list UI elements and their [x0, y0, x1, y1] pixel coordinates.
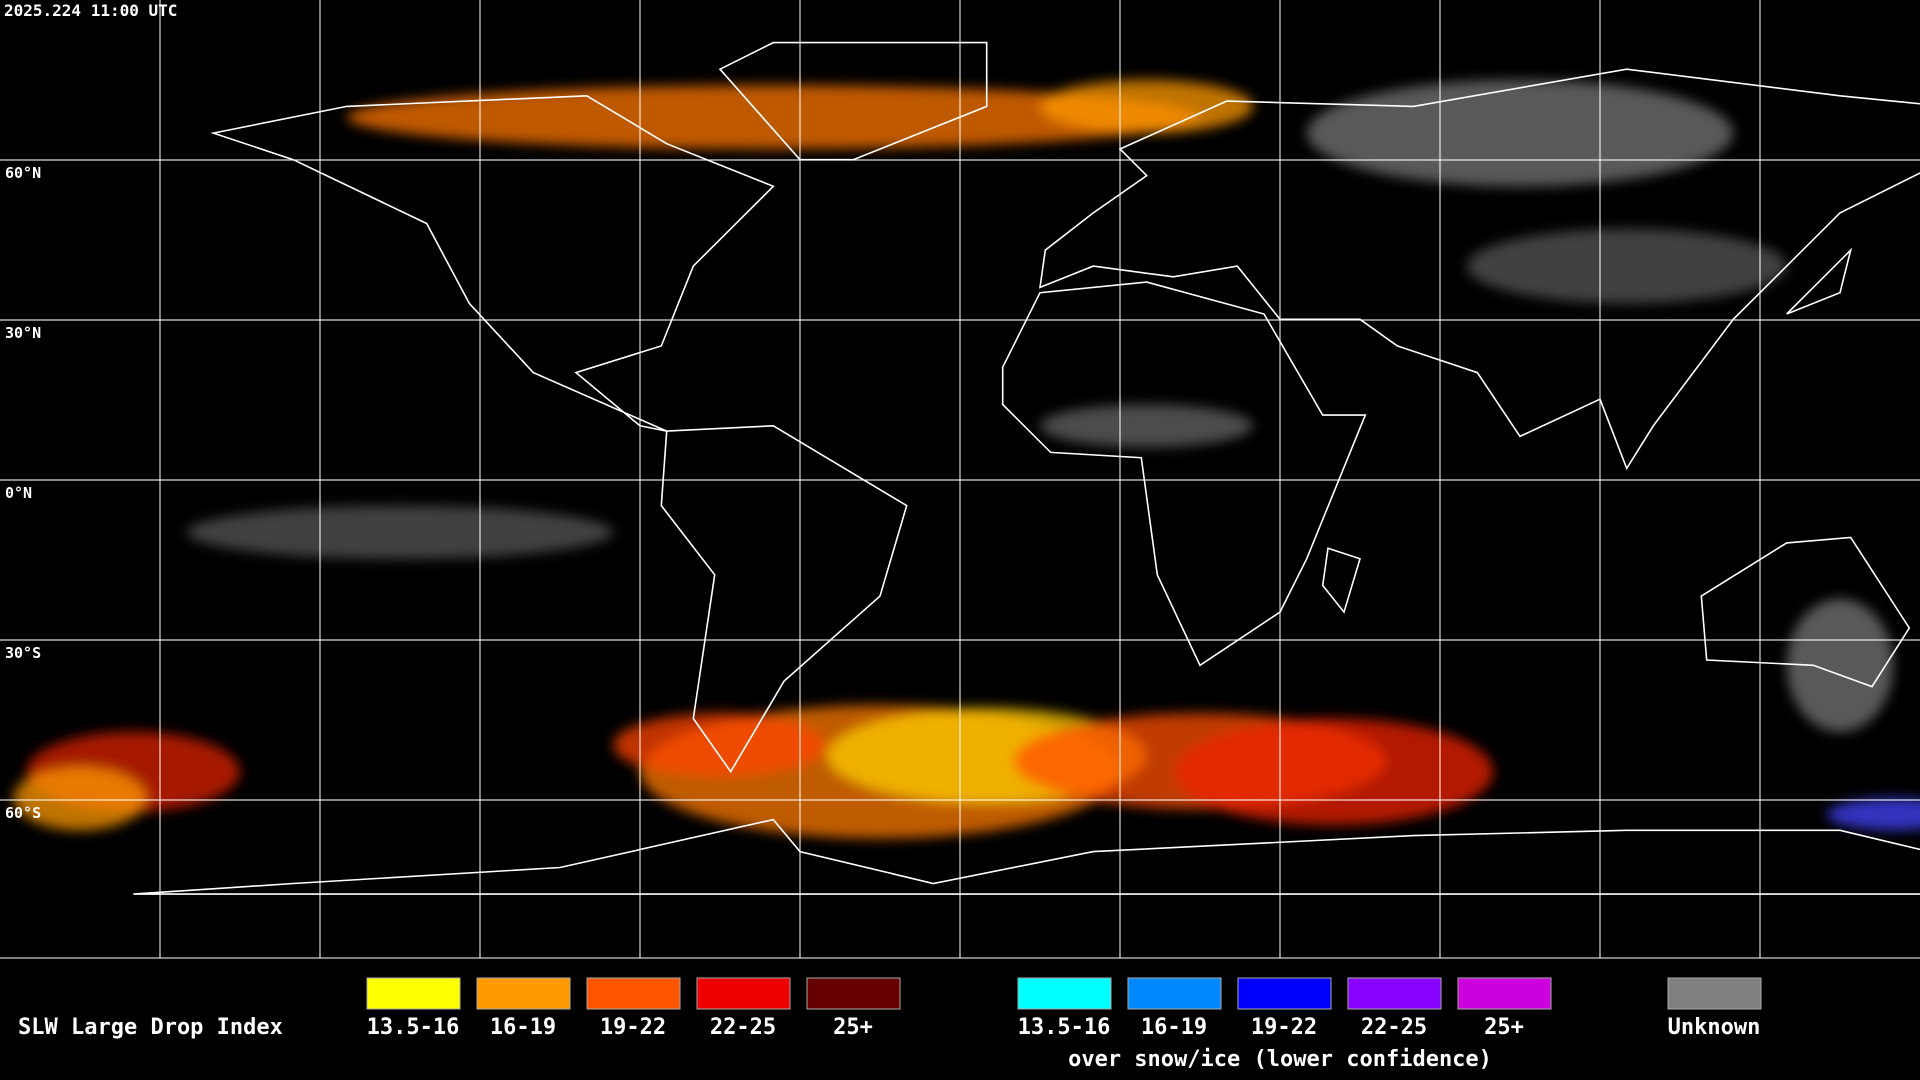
legend-label: 22-25 [710, 1015, 776, 1040]
cloud-patch [1040, 404, 1254, 448]
coastlines [133, 41, 1920, 895]
coastline [1001, 281, 1367, 667]
cloud-patch [1466, 228, 1787, 304]
legend-label: 13.5-16 [367, 1015, 460, 1040]
legend-swatch [1347, 977, 1442, 1010]
latitude-label: 60°S [5, 804, 41, 822]
legend-label: Unknown [1668, 1015, 1761, 1040]
legend-label: 22-25 [1361, 1015, 1427, 1040]
timestamp: 2025.224 11:00 UTC [4, 1, 177, 20]
cloud-patch [613, 713, 827, 778]
latitude-label: 30°N [5, 324, 41, 342]
legend-swatch [1667, 977, 1762, 1010]
coastline [1786, 247, 1853, 315]
legend-label: 16-19 [1141, 1015, 1207, 1040]
cloud-patch [1786, 598, 1894, 732]
legend-swatch [1237, 977, 1332, 1010]
legend-label: 19-22 [600, 1015, 666, 1040]
legend-swatch [1127, 977, 1222, 1010]
cloud-patch [186, 505, 614, 559]
coastline [1700, 536, 1911, 688]
legend-swatch [476, 977, 571, 1010]
legend-label: 25+ [1484, 1015, 1524, 1040]
legend-swatch [696, 977, 791, 1010]
cloud-patch [1826, 798, 1920, 831]
legend-label: 25+ [833, 1015, 873, 1040]
latitude-label: 30°S [5, 644, 41, 662]
coastline [210, 94, 775, 432]
legend-title: SLW Large Drop Index [18, 1015, 283, 1040]
cloud-patch [1173, 718, 1494, 826]
legend-caption: over snow/ice (lower confidence) [1068, 1047, 1492, 1072]
legend-swatch [1457, 977, 1552, 1010]
cloud-patch [13, 766, 147, 831]
legend-swatch [366, 977, 461, 1010]
graticule: 60°N 30°N 0°N 30°S 60°S [0, 0, 1920, 958]
coastline [133, 818, 1920, 895]
legend-swatch [1017, 977, 1112, 1010]
legend-swatch [806, 977, 901, 1010]
legend-label: 16-19 [490, 1015, 556, 1040]
cloud-field [13, 79, 1920, 839]
coastline [1321, 547, 1361, 614]
legend-label: 19-22 [1251, 1015, 1317, 1040]
legend-swatch [586, 977, 681, 1010]
cloud-patch [1306, 79, 1734, 187]
latitude-label: 0°N [5, 484, 32, 502]
coastline [1039, 68, 1920, 471]
legend: SLW Large Drop Index 13.5-16 16-19 19-22 22-… [18, 977, 1762, 1072]
cloud-patch [1040, 79, 1254, 134]
latitude-label: 60°N [5, 164, 41, 182]
legend-label: 13.5-16 [1018, 1015, 1111, 1040]
coastline [660, 424, 908, 774]
